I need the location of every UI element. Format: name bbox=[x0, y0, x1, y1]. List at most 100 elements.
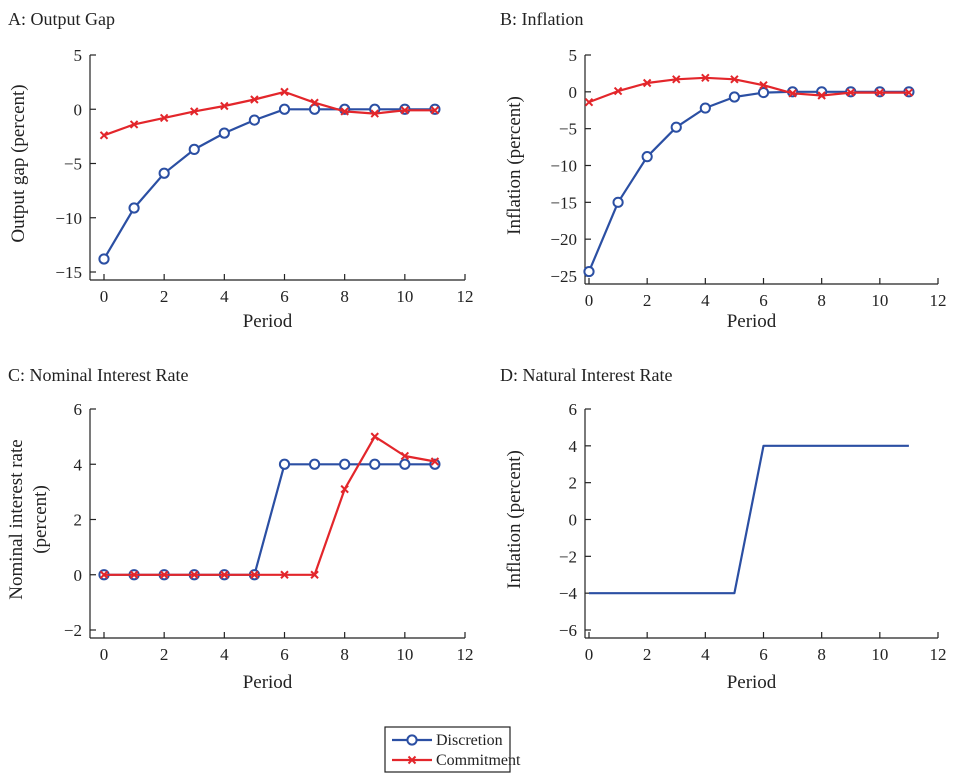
data-point bbox=[99, 570, 109, 579]
x-tick-label: 0 bbox=[585, 645, 594, 664]
data-point bbox=[612, 196, 624, 208]
data-point bbox=[159, 570, 169, 579]
y-tick-label: 5 bbox=[569, 46, 578, 65]
x-tick-label: 2 bbox=[160, 287, 169, 306]
data-point bbox=[875, 88, 885, 97]
series-discretion bbox=[583, 86, 915, 278]
data-point bbox=[188, 143, 200, 155]
y-tick-label: 6 bbox=[569, 400, 578, 419]
data-point bbox=[641, 151, 653, 163]
y-axis-label: Nominal interest rate bbox=[6, 439, 27, 599]
legend-commitment-label: Commitment bbox=[436, 752, 521, 769]
legend: Discretion Commitment bbox=[384, 726, 521, 773]
x-tick-label: 6 bbox=[280, 645, 289, 664]
series-commitment bbox=[99, 432, 440, 579]
y-tick-label: −25 bbox=[550, 267, 577, 286]
panel-d: D: Natural Interest Rate 6 4 2 0 −2 −4 −6 0 2 4 6 8 1… bbox=[500, 365, 947, 693]
y-tick-label: 0 bbox=[74, 566, 83, 585]
data-point bbox=[369, 458, 381, 470]
y-tick-label: −20 bbox=[550, 230, 577, 249]
y-tick-label: 0 bbox=[569, 83, 578, 102]
data-point bbox=[670, 121, 682, 133]
data-point bbox=[128, 202, 140, 214]
series-line bbox=[588, 76, 909, 104]
data-point bbox=[220, 101, 229, 111]
x-tick-label: 6 bbox=[759, 645, 768, 664]
data-point bbox=[728, 91, 741, 103]
data-point bbox=[278, 458, 291, 470]
series-line bbox=[103, 108, 435, 260]
data-point bbox=[788, 89, 797, 98]
x-tick-label: 4 bbox=[701, 645, 710, 664]
x-tick-label: 2 bbox=[643, 291, 652, 310]
data-point bbox=[278, 103, 291, 115]
data-point bbox=[430, 106, 440, 115]
x-tick-label: 6 bbox=[280, 287, 289, 306]
x-tick-label: 0 bbox=[585, 291, 594, 310]
y-tick-label: 0 bbox=[74, 100, 83, 119]
y-tick-label: 2 bbox=[74, 511, 83, 530]
x-tick-label: 8 bbox=[340, 287, 349, 306]
panel-c: C: Nominal Interest Rate 6 4 2 0 −2 0 2 4 6 8 10 12 P… bbox=[6, 365, 474, 693]
series-commitment bbox=[584, 73, 914, 107]
series-line bbox=[104, 435, 436, 576]
y-tick-label: −5 bbox=[559, 120, 577, 139]
panel-title: C: Nominal Interest Rate bbox=[8, 365, 188, 385]
data-point bbox=[98, 253, 110, 265]
data-point bbox=[218, 127, 230, 139]
data-point bbox=[904, 88, 914, 97]
series-line bbox=[104, 463, 435, 576]
data-point bbox=[817, 91, 826, 100]
legend-discretion-label: Discretion bbox=[436, 732, 503, 749]
data-point bbox=[220, 570, 229, 579]
data-point bbox=[672, 75, 681, 84]
data-point bbox=[583, 265, 595, 278]
data-point bbox=[340, 484, 349, 494]
data-point bbox=[248, 114, 261, 126]
x-axis-label: Period bbox=[243, 311, 293, 332]
data-point bbox=[308, 103, 321, 115]
legend-commitment-marker bbox=[407, 755, 417, 765]
x-axis-label: Period bbox=[243, 672, 293, 693]
x-tick-label: 10 bbox=[871, 291, 888, 310]
data-point bbox=[190, 107, 199, 116]
y-tick-label: −5 bbox=[64, 155, 82, 174]
y-tick-label: −6 bbox=[559, 621, 577, 640]
data-point bbox=[730, 75, 739, 84]
panel-title: B: Inflation bbox=[500, 9, 584, 29]
y-tick-label: −2 bbox=[559, 547, 577, 566]
x-axis-label: Period bbox=[727, 311, 777, 332]
data-point bbox=[310, 570, 319, 579]
data-point bbox=[159, 113, 169, 123]
data-point bbox=[430, 457, 440, 466]
y-tick-label: 0 bbox=[569, 511, 578, 530]
y-tick-label: 2 bbox=[569, 474, 578, 493]
data-point bbox=[250, 570, 259, 579]
data-point bbox=[280, 570, 289, 579]
y-tick-label: −10 bbox=[550, 157, 577, 176]
x-tick-label: 12 bbox=[457, 645, 474, 664]
x-tick-label: 8 bbox=[817, 645, 826, 664]
x-tick-label: 10 bbox=[871, 645, 888, 664]
data-point bbox=[129, 120, 139, 129]
x-tick-label: 12 bbox=[930, 291, 947, 310]
x-tick-label: 2 bbox=[160, 645, 169, 664]
y-tick-label: 6 bbox=[74, 400, 83, 419]
data-point bbox=[310, 98, 319, 107]
series-line bbox=[587, 90, 909, 273]
legend-box bbox=[384, 726, 511, 773]
data-point bbox=[339, 458, 351, 470]
panel-title: D: Natural Interest Rate bbox=[500, 365, 672, 385]
series-discretion bbox=[98, 103, 441, 265]
y-tick-label: −10 bbox=[55, 209, 82, 228]
y-axis-label: Inflation (percent) bbox=[504, 450, 525, 589]
x-tick-label: 12 bbox=[930, 645, 947, 664]
x-tick-label: 0 bbox=[100, 645, 109, 664]
data-point bbox=[399, 458, 411, 470]
panel-a: A: Output Gap 5 0 −5 −10 −15 0 2 4 6 8 10 12 Period Ou… bbox=[8, 9, 474, 332]
data-point bbox=[280, 87, 289, 97]
data-point bbox=[613, 86, 623, 96]
data-point bbox=[99, 131, 109, 140]
data-point bbox=[759, 80, 768, 90]
data-point bbox=[701, 73, 710, 83]
